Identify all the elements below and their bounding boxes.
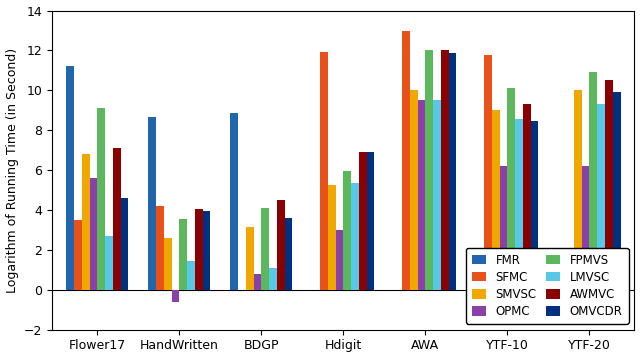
Bar	[335, 230, 343, 290]
Bar	[121, 198, 129, 290]
Bar	[179, 219, 187, 290]
Bar	[105, 236, 113, 290]
Bar	[148, 117, 156, 290]
Bar	[367, 152, 374, 290]
Bar	[320, 52, 328, 290]
Bar	[261, 208, 269, 290]
Bar	[597, 104, 605, 290]
Bar	[359, 152, 367, 290]
Bar	[230, 113, 238, 290]
Legend: FMR, SFMC, SMVSC, OPMC, FPMVS, LMVSC, AWMVC, OMVCDR: FMR, SFMC, SMVSC, OPMC, FPMVS, LMVSC, AW…	[466, 248, 628, 324]
Bar	[589, 72, 597, 290]
Bar	[269, 268, 277, 290]
Bar	[582, 166, 589, 290]
Bar	[612, 92, 621, 290]
Bar	[605, 81, 612, 290]
Bar	[508, 88, 515, 290]
Bar	[97, 108, 105, 290]
Bar	[410, 90, 417, 290]
Bar	[515, 119, 523, 290]
Bar	[187, 261, 195, 290]
Bar	[417, 100, 426, 290]
Bar	[351, 183, 359, 290]
Bar	[113, 148, 121, 290]
Bar	[253, 274, 261, 290]
Bar	[531, 121, 538, 290]
Bar	[164, 238, 172, 290]
Bar	[203, 211, 211, 290]
Bar	[328, 185, 335, 290]
Bar	[90, 178, 97, 290]
Bar	[74, 220, 82, 290]
Bar	[523, 104, 531, 290]
Y-axis label: Logarithm of Running Time (in Second): Logarithm of Running Time (in Second)	[6, 48, 19, 293]
Bar	[172, 290, 179, 302]
Bar	[449, 53, 456, 290]
Bar	[484, 55, 492, 290]
Bar	[574, 90, 582, 290]
Bar	[156, 206, 164, 290]
Bar	[66, 67, 74, 290]
Bar	[492, 110, 500, 290]
Bar	[433, 100, 441, 290]
Bar	[426, 50, 433, 290]
Bar	[277, 200, 285, 290]
Bar	[500, 166, 508, 290]
Bar	[82, 154, 90, 290]
Bar	[402, 30, 410, 290]
Bar	[441, 50, 449, 290]
Bar	[195, 209, 203, 290]
Bar	[285, 218, 292, 290]
Bar	[343, 171, 351, 290]
Bar	[246, 227, 253, 290]
